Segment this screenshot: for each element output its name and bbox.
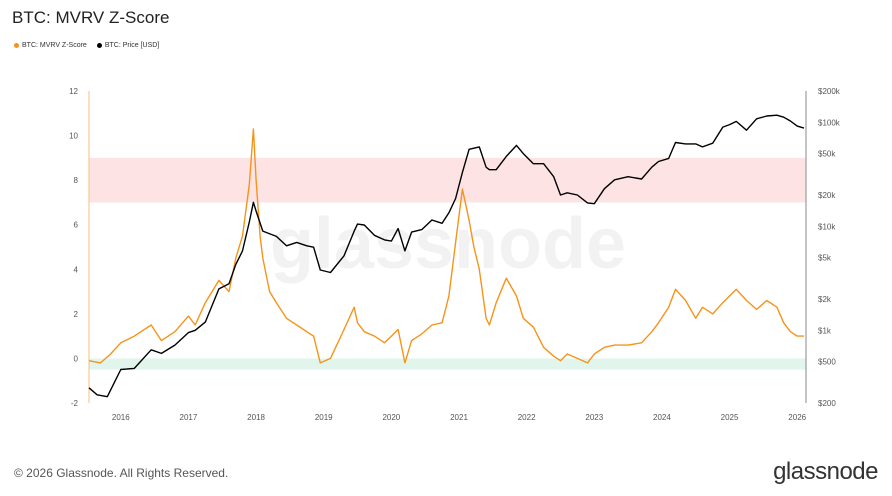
x-tick-label: 2026 <box>788 413 806 422</box>
left-tick-label: 8 <box>74 176 79 185</box>
x-tick-label: 2022 <box>518 413 536 422</box>
x-tick-label: 2023 <box>585 413 603 422</box>
right-tick-label: $20k <box>818 191 836 200</box>
zone-band-1 <box>89 358 806 370</box>
chart-lines <box>88 114 805 398</box>
left-tick-label: 2 <box>74 310 79 319</box>
left-tick-label: 12 <box>69 87 78 96</box>
left-tick-label: 0 <box>74 354 79 363</box>
x-tick-label: 2021 <box>450 413 468 422</box>
brand-logo: glassnode <box>773 458 878 485</box>
chart-title: BTC: MVRV Z-Score <box>12 8 170 27</box>
legend-label-mvrv: BTC: MVRV Z-Score <box>22 42 87 49</box>
btc-price-line <box>88 114 805 398</box>
right-tick-label: $1k <box>818 326 832 335</box>
zone-band-0 <box>89 157 806 203</box>
legend-label-price: BTC: Price [USD] <box>104 42 160 49</box>
x-tick-label: 2020 <box>382 413 400 422</box>
x-tick-label: 2017 <box>180 413 198 422</box>
x-tick-label: 2016 <box>112 413 130 422</box>
right-tick-label: $5k <box>818 254 832 263</box>
x-tick-label: 2025 <box>721 413 739 422</box>
copyright-footer: © 2026 Glassnode. All Rights Reserved. <box>14 466 229 480</box>
right-tick-label: $100k <box>818 118 841 127</box>
right-tick-label: $2k <box>818 295 832 304</box>
left-tick-label: -2 <box>71 399 79 408</box>
legend-item-price[interactable]: BTC: Price [USD] <box>96 42 160 49</box>
legend-swatch-mvrv <box>14 43 19 48</box>
legend-swatch-price <box>96 43 102 48</box>
watermark-text: glassnode <box>270 204 626 284</box>
left-tick-label: 4 <box>74 265 79 274</box>
chart-bands <box>89 157 806 370</box>
x-tick-label: 2019 <box>315 413 333 422</box>
chart-axes: -2 0 2 4 6 8 10 12 $200 $500 $1k $2k $5k $10k $20k $50k… <box>69 87 841 422</box>
legend-item-mvrv[interactable]: BTC: MVRV Z-Score <box>14 42 87 49</box>
right-tick-label: $10k <box>818 222 836 231</box>
left-tick-label: 10 <box>69 132 78 141</box>
mvrv-zscore-line <box>88 128 804 364</box>
legend: BTC: MVRV Z-Score BTC: Price [USD] <box>14 42 159 49</box>
right-tick-label: $200 <box>818 399 836 408</box>
right-tick-label: $200k <box>818 87 841 96</box>
left-tick-label: 6 <box>74 221 79 230</box>
right-tick-label: $500 <box>818 358 836 367</box>
right-tick-label: $50k <box>818 150 836 159</box>
x-tick-label: 2018 <box>247 413 265 422</box>
x-tick-label: 2024 <box>653 413 671 422</box>
